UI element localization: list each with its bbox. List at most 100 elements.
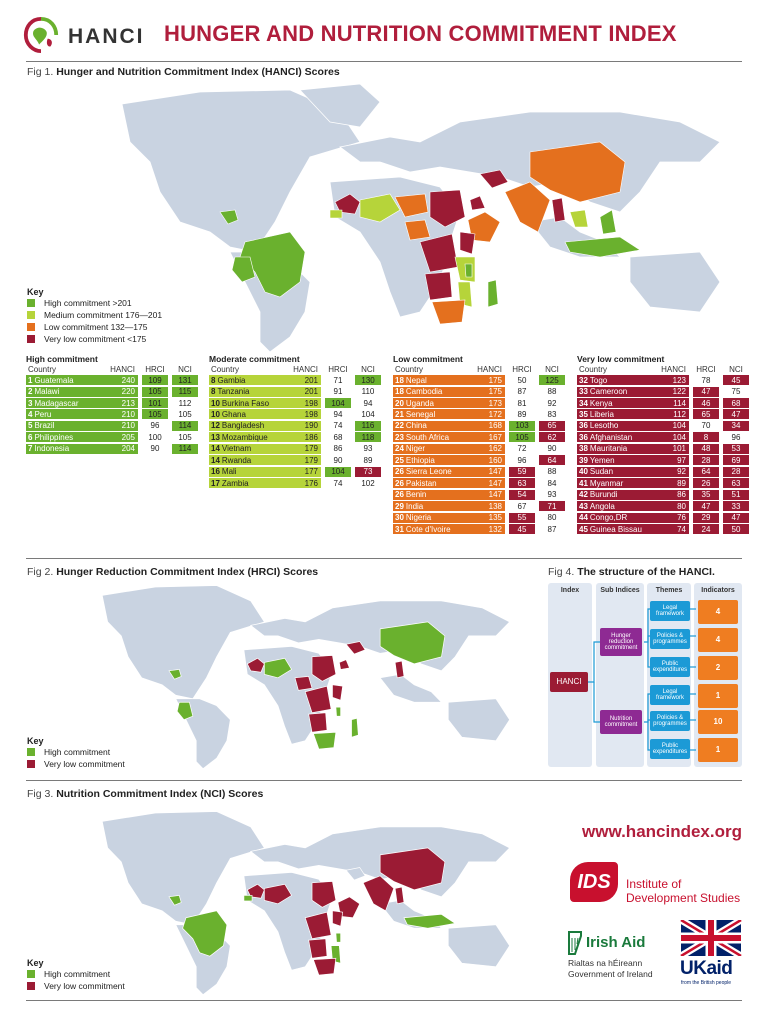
fig4-col-header: Index — [560, 587, 580, 594]
fig4-theme: Legal framework — [650, 601, 690, 621]
table-header: Country HANCI HRCI NCI — [393, 364, 565, 374]
table-row: 38 Mauritania 101 48 53 — [577, 443, 749, 455]
country-china — [529, 141, 626, 203]
country-cell: 1 Guatemala — [26, 375, 112, 386]
table-row: 42 Burundi 86 35 51 — [577, 489, 749, 500]
country-philippines — [599, 209, 617, 235]
country-cell: 30 Nigeria — [393, 512, 479, 523]
hanci-score: 179 — [295, 455, 321, 466]
country-name: Mali — [221, 467, 237, 477]
union-flag-icon — [680, 920, 742, 956]
nci-score: 53 — [723, 443, 749, 454]
country-angola — [424, 271, 453, 301]
column-header-hrci: HRCI — [145, 364, 165, 374]
rank: 25 — [395, 455, 404, 465]
country-name: Senegal — [405, 409, 436, 419]
swatch-very-low — [27, 982, 35, 990]
key-item: High commitment — [44, 969, 111, 979]
website-link[interactable]: www.hancindex.org — [582, 822, 742, 841]
table-header: Country HANCI HRCI NCI — [209, 364, 381, 374]
key-item: Low commitment 132—175 — [44, 322, 148, 332]
table-row: 18 Nepal 175 50 125 — [393, 375, 565, 386]
hrci-score: 96 — [517, 455, 527, 465]
nci-score: 112 — [178, 398, 192, 408]
hrci-score: 71 — [333, 375, 343, 385]
nci-score: 87 — [547, 524, 557, 534]
table-header: Country HANCI HRCI NCI — [577, 364, 749, 374]
nci-score: 89 — [363, 455, 373, 465]
key-item: Very low commitment <175 — [44, 334, 147, 344]
table-row: 10 Burkina Faso 198 104 94 — [209, 398, 381, 409]
country-name: Liberia — [589, 409, 614, 419]
hrci-score: 105 — [142, 409, 168, 420]
table-row: 13 Mozambique 186 68 118 — [209, 432, 381, 443]
nci-score: 90 — [547, 444, 557, 454]
country-name: Angola — [589, 501, 615, 511]
ukaid-logo: UKaid from the British people — [680, 920, 742, 992]
rank: 26 — [395, 478, 404, 488]
rank: 20 — [395, 398, 404, 408]
hanci-score: 198 — [295, 398, 321, 408]
country-cell: 12 Bangladesh — [209, 420, 295, 431]
country-india — [504, 181, 551, 233]
nci-score: 104 — [361, 409, 375, 419]
country-cell: 3 Madagascar — [26, 398, 112, 408]
hanci-score: 201 — [295, 386, 321, 397]
country-name: Cote d'Ivoire — [405, 524, 451, 534]
country-cell: 22 China — [393, 420, 479, 431]
ukaid-name: UKaid — [680, 958, 733, 979]
country-cell: 44 Congo,DR — [577, 512, 663, 523]
column-header-nci: NCI — [178, 364, 192, 374]
table-row: 36 Afghanistan 104 8 96 — [577, 432, 749, 443]
table-row: 4 Peru 210 105 105 — [26, 409, 198, 420]
hanci-score: 123 — [663, 375, 689, 386]
hrci-score: 29 — [693, 512, 719, 523]
ids-name-line1: Institute of — [626, 877, 682, 891]
fig3-world-map — [60, 806, 530, 996]
country-cell: 5 Brazil — [26, 420, 112, 431]
country-cell: 10 Ghana — [209, 409, 295, 420]
hanci-score: 89 — [663, 478, 689, 489]
nci-score: 47 — [723, 512, 749, 523]
nci-score: 102 — [361, 478, 375, 488]
nci-score: 105 — [178, 432, 192, 442]
country-name: Cameroon — [589, 387, 628, 397]
table-row: 16 Mali 177 104 73 — [209, 466, 381, 477]
country-name: Tanzania — [217, 387, 250, 397]
table-row: 3 Madagascar 213 101 112 — [26, 398, 198, 409]
rank: 26 — [395, 467, 404, 477]
hanci-score: 204 — [112, 443, 138, 454]
hanci-score: 201 — [295, 375, 321, 386]
column-header-nci: NCI — [361, 364, 375, 374]
fig1-world-map — [60, 82, 750, 354]
key-item: High commitment >201 — [44, 298, 132, 308]
hanci-score: 135 — [479, 512, 505, 523]
column-header-nci: NCI — [729, 364, 743, 374]
swatch-very-low — [27, 760, 35, 768]
rank: 17 — [211, 478, 220, 488]
country-cell: 4 Peru — [26, 409, 112, 420]
rank: 36 — [579, 432, 588, 442]
key-item: Medium commitment 176—201 — [44, 310, 163, 320]
table-row: 5 Brazil 210 96 114 — [26, 420, 198, 432]
rank: 30 — [395, 513, 404, 523]
column-header-country: Country — [579, 364, 608, 374]
swatch-high — [27, 748, 35, 756]
fig4-theme: Policies & programmes — [650, 711, 690, 731]
hrci-score: 104 — [325, 398, 351, 408]
nci-score: 51 — [723, 489, 749, 500]
hrci-score: 63 — [509, 478, 535, 489]
rank: 10 — [211, 409, 220, 419]
fig4-theme: Policies & programmes — [650, 629, 690, 649]
hrci-score: 103 — [509, 420, 535, 431]
hanci-logo-icon — [23, 16, 59, 54]
nci-score: 28 — [723, 466, 749, 477]
country-name: Peru — [34, 409, 52, 419]
country-name: Ethiopia — [405, 455, 435, 465]
table-row: 32 Togo 123 78 45 — [577, 375, 749, 386]
hanci-score: 162 — [479, 443, 505, 454]
hrci-score: 26 — [693, 478, 719, 489]
hanci-score: 76 — [663, 512, 689, 523]
hrci-score: 109 — [142, 375, 168, 386]
nci-score: 34 — [723, 420, 749, 431]
